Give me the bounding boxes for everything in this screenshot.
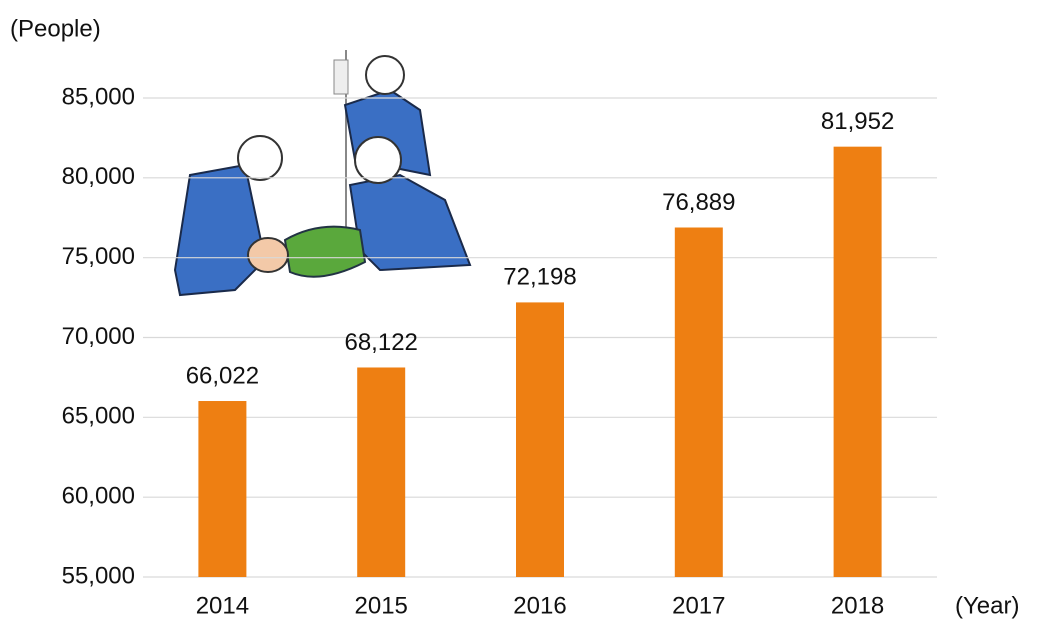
y-tick-label: 75,000 — [62, 243, 135, 270]
y-tick-label: 55,000 — [62, 562, 135, 589]
x-axis-label: (Year) — [955, 592, 1019, 619]
data-label: 72,198 — [503, 264, 576, 291]
bar — [198, 401, 247, 577]
y-tick-label: 80,000 — [62, 163, 135, 190]
bar — [516, 302, 564, 577]
illustration — [173, 50, 472, 297]
bar — [674, 227, 723, 578]
y-tick-label: 70,000 — [62, 323, 135, 350]
x-tick-label: 2018 — [831, 592, 884, 619]
x-tick-label: 2016 — [513, 592, 566, 619]
data-label: 66,022 — [186, 362, 259, 389]
x-tick-label: 2015 — [355, 592, 408, 619]
y-axis-label: (People) — [10, 15, 101, 42]
bar — [357, 367, 406, 577]
data-label: 81,952 — [821, 108, 894, 135]
bar — [833, 146, 882, 578]
data-label: 68,122 — [344, 329, 417, 356]
y-tick-label: 60,000 — [62, 483, 135, 510]
x-tick-label: 2017 — [672, 592, 725, 619]
y-tick-label: 85,000 — [62, 83, 135, 110]
x-tick-label: 2014 — [196, 592, 249, 619]
data-label: 76,889 — [662, 189, 735, 216]
y-tick-label: 65,000 — [62, 403, 135, 430]
